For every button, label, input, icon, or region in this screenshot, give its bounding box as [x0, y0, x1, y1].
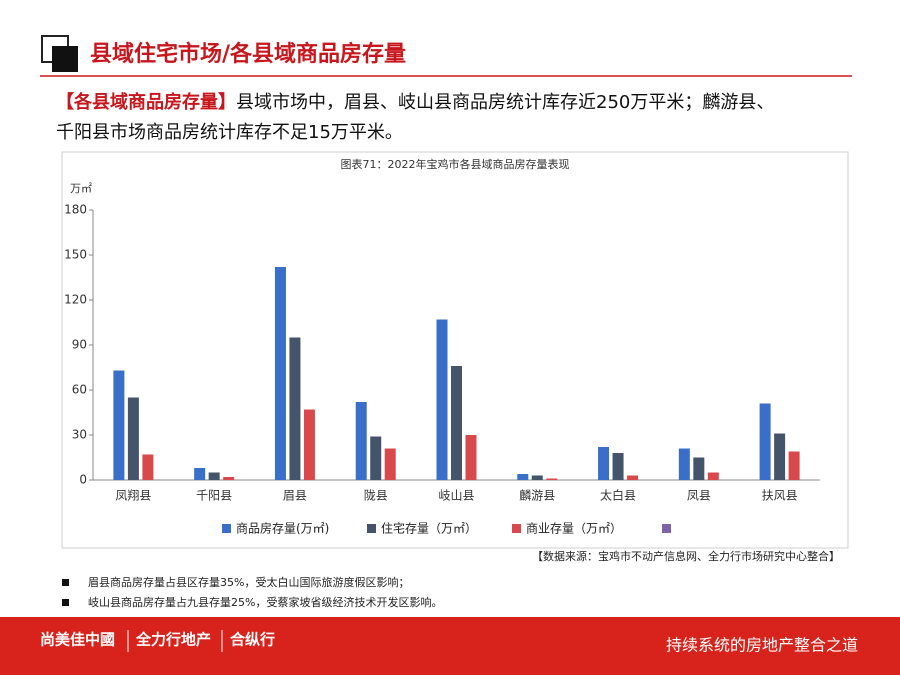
footer-brand: 尚美佳中國: [40, 631, 115, 649]
x-tick-label: 太白县: [600, 488, 636, 503]
legend-label: 商品房存量(万㎡): [236, 521, 329, 536]
icon-block: [52, 46, 78, 72]
y-unit: 万㎡: [70, 182, 92, 195]
bar: [289, 337, 301, 480]
note: 眉县商品房存量占县区存量35%，受太白山国际旅游度假区影响；: [88, 575, 409, 589]
slide-title: 县域住宅市场/各县域商品房存量: [90, 41, 406, 67]
footer-brand: 全力行地产: [135, 631, 211, 649]
chart-title: 图表71：2022年宝鸡市各县域商品房存量表现: [341, 157, 570, 171]
intro-line: 【各县域商品房存量】县域市场中，眉县、岐山县商品房统计库存近250万平米；麟游县…: [56, 91, 774, 113]
x-tick-label: 凤翔县: [115, 489, 151, 503]
bar: [788, 451, 800, 480]
x-tick-label: 陇县: [364, 488, 388, 503]
bar: [194, 468, 206, 480]
bar: [774, 433, 786, 480]
bar: [707, 472, 719, 480]
bullet: [62, 599, 69, 606]
legend-swatch: [367, 524, 376, 533]
x-tick-label: 岐山县: [438, 489, 474, 503]
footer-brand: 合纵行: [229, 631, 275, 649]
legend-swatch: [662, 524, 671, 533]
legend-swatch: [222, 524, 231, 533]
chart-frame: [61, 151, 849, 549]
footer-slogan: 持续系统的房地产整合之道: [666, 636, 858, 655]
legend-label: 住宅存量（万㎡）: [381, 521, 477, 536]
bar: [678, 448, 690, 480]
y-tick-label: 0: [79, 473, 87, 487]
x-tick-label: 扶风县: [762, 488, 798, 503]
bar: [303, 409, 315, 480]
footer-bar: [0, 617, 900, 675]
bar: [113, 370, 125, 480]
bar: [436, 319, 448, 480]
bar: [612, 453, 624, 480]
x-tick-label: 凤县: [687, 489, 711, 503]
legend-swatch: [512, 524, 521, 533]
bar: [531, 475, 543, 480]
y-tick-label: 150: [64, 248, 87, 262]
bar: [627, 475, 639, 480]
bar: [517, 474, 529, 480]
x-tick-label: 眉县: [283, 489, 307, 503]
bar: [451, 366, 462, 480]
y-tick-label: 60: [72, 383, 87, 397]
y-tick-label: 120: [64, 293, 87, 307]
y-tick-label: 90: [72, 338, 87, 352]
bullet: [62, 579, 69, 586]
intro-text: 县域市场中，眉县、岐山县商品房统计库存近250万平米；麟游县、: [236, 92, 774, 113]
source: 【数据来源：宝鸡市不动产信息网、全力行市场研究中心整合】: [532, 549, 840, 563]
bar: [759, 403, 771, 480]
note: 岐山县商品房存量占九县存量25%，受蔡家坡省级经济技术开发区影响。: [88, 595, 442, 609]
bar: [274, 267, 286, 480]
bar: [693, 457, 705, 480]
y-tick-label: 180: [64, 203, 87, 217]
intro-tag: 【各县域商品房存量】: [56, 91, 236, 113]
bar: [546, 478, 558, 480]
x-tick-label: 千阳县: [196, 489, 232, 503]
bar: [223, 477, 235, 480]
bar: [384, 448, 396, 480]
bar: [355, 402, 367, 480]
bar: [598, 447, 610, 480]
legend-label: 商业存量（万㎡）: [526, 521, 622, 536]
bar: [465, 435, 477, 480]
bar: [370, 436, 382, 480]
x-tick-label: 麟游县: [519, 488, 555, 503]
bar: [142, 454, 154, 480]
bar: [127, 397, 139, 480]
bar: [208, 472, 220, 480]
intro-line: 千阳县市场商品房统计库存不足15万平米。: [56, 122, 403, 143]
y-tick-label: 30: [72, 428, 87, 442]
